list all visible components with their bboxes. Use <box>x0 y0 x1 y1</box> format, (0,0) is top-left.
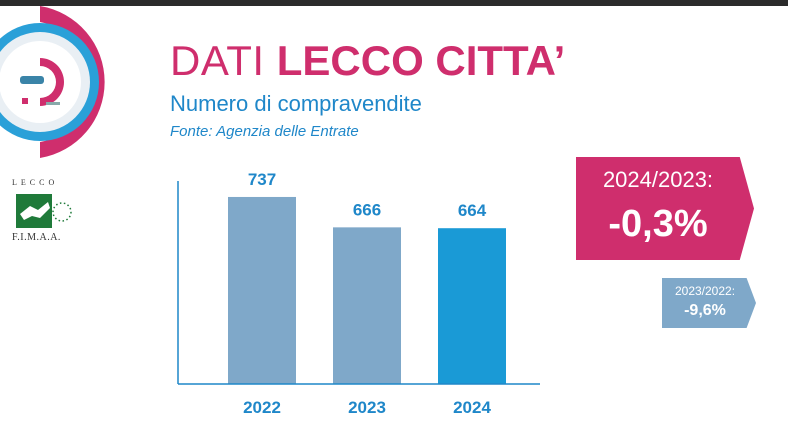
page-title: DATI LECCO CITTA’ <box>170 38 565 84</box>
data-label-2024: 664 <box>458 201 487 220</box>
handshake-icon <box>16 194 72 228</box>
page-subtitle: Numero di compravendite <box>170 91 422 116</box>
event-logo-rings <box>0 6 105 158</box>
event-logo <box>0 6 105 158</box>
change-badge-2024-2023-value: -0,3% <box>608 203 708 245</box>
x-tick-label-2023: 2023 <box>348 398 386 417</box>
fimaa-logo-bottom-text: F.I.M.A.A. <box>12 232 61 243</box>
title-bold: LECCO CITTA’ <box>276 37 566 84</box>
bar-2024 <box>438 228 506 384</box>
top-bar <box>0 0 788 6</box>
source-note: Fonte: Agenzia delle Entrate <box>170 123 359 140</box>
bar-2022 <box>228 196 296 384</box>
fimaa-logo-top-text: LECCO <box>12 178 59 187</box>
x-tick-label-2024: 2024 <box>453 398 491 417</box>
change-badge-2024-2023: 2024/2023: -0,3% <box>576 157 754 260</box>
fimaa-logo: LECCO F.I.M.A.A. <box>12 178 82 248</box>
title-light: DATI <box>170 37 277 84</box>
change-badge-2024-2023-label: 2024/2023: <box>602 167 714 192</box>
data-label-2023: 666 <box>353 200 381 219</box>
data-label-2022: 737 <box>248 170 276 189</box>
x-tick-label-2022: 2022 <box>243 398 281 417</box>
change-badge-2023-2022: 2023/2022: -9,6% <box>662 278 756 328</box>
change-badge-2023-2022-value: -9,6% <box>684 302 726 319</box>
bar-2023 <box>333 227 401 384</box>
change-badge-2023-2022-label: 2023/2022: <box>674 284 736 298</box>
bars-group: 737 2022 666 2023 664 2024 <box>228 170 506 417</box>
